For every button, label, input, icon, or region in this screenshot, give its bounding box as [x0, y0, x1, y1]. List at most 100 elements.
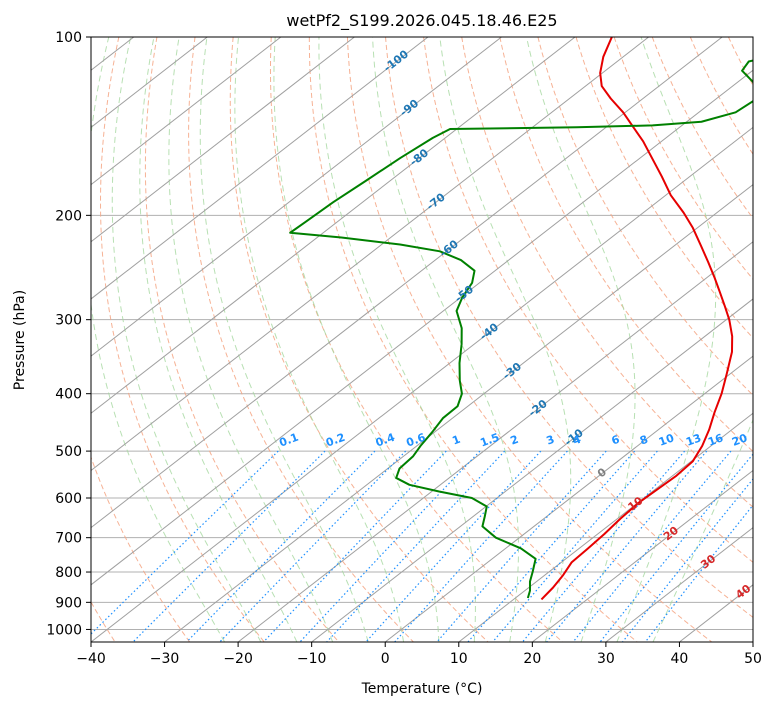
y-tick-label-800: 800 [55, 565, 82, 581]
y-tick-label-100: 100 [55, 30, 82, 46]
mixing-ratio-line-0.6 [219, 450, 407, 642]
x-tick-label-40: 40 [671, 651, 689, 667]
isotherm--70 [91, 37, 649, 472]
moist-adiabat--20 [111, 37, 262, 642]
moist-adiabat-20 [439, 37, 572, 642]
dry-adiabat--20 [100, 37, 265, 642]
temperature-profile [540, 37, 734, 601]
dry-adiabat-10 [229, 37, 489, 642]
y-tick-label-500: 500 [55, 444, 82, 460]
isotherm-20 [532, 469, 753, 642]
y-tick-label-900: 900 [55, 595, 82, 611]
dry-adiabat-70 [461, 37, 753, 508]
isotherm--30 [164, 183, 753, 642]
isotherm--20 [237, 241, 753, 642]
x-tick-label--20: −20 [223, 651, 253, 667]
isotherm--100 [91, 37, 429, 300]
mixing-ratio-line-3 [365, 450, 542, 642]
isotherm--50 [91, 69, 753, 586]
mixing-ratio-line-0.2 [132, 450, 326, 642]
mixing-ratio-label-8: 8 [638, 433, 650, 448]
x-tick-label-30: 30 [597, 651, 615, 667]
mixing-ratio-line-13 [522, 450, 686, 642]
x-tick-label-0: 0 [381, 651, 390, 667]
axes: −40 −30 −20 −10 0 10 20 30 40 5010020030040050060… [46, 30, 762, 667]
mixing-ratio-line-1 [263, 450, 447, 642]
y-tick-label-300: 300 [55, 313, 82, 329]
moist-adiabat--10 [168, 37, 334, 642]
dry-adiabat-0 [188, 37, 414, 642]
mixing-ratio-label-1: 1 [450, 433, 462, 448]
plot-grid [91, 37, 753, 642]
mixing-ratio-label-0.2: 0.2 [324, 431, 347, 450]
x-tick-label--30: −30 [150, 651, 180, 667]
dry-adiabat-20 [269, 37, 563, 642]
mixing-ratio-label-13: 13 [684, 431, 703, 448]
isotherm-30 [605, 527, 753, 642]
plot-frame [90, 36, 754, 643]
x-tick-label--10: −10 [297, 651, 327, 667]
isotherm--120 [91, 37, 282, 186]
mixing-ratio-line-4 [394, 450, 568, 642]
x-tick-label-20: 20 [523, 651, 541, 667]
isotherm--60 [91, 37, 723, 529]
mixing-ratio-label-0.4: 0.4 [374, 431, 397, 450]
isotherm--110 [91, 37, 355, 243]
x-tick-label--40: −40 [76, 651, 106, 667]
dry-adiabat-100 [575, 37, 753, 339]
mixing-ratio-label-2: 2 [509, 433, 521, 448]
dry-adiabat-30 [308, 37, 638, 642]
mixing-ratio-label-16: 16 [706, 431, 725, 449]
dry-adiabat-130 [689, 37, 753, 156]
mixing-ratio-line-25 [599, 453, 753, 642]
moist-adiabat--25 [91, 37, 226, 642]
y-tick-label-200: 200 [55, 208, 82, 224]
dry-adiabat-60 [423, 37, 753, 563]
mixing-ratio-line-30 [622, 478, 753, 642]
x-tick-label-50: 50 [744, 651, 762, 667]
mixing-ratio-line-2 [326, 450, 506, 642]
moist-adiabat-15 [372, 37, 519, 642]
y-axis-label: Pressure (hPa) [12, 290, 28, 390]
dry-adiabat--10 [144, 37, 340, 642]
moist-adiabat--15 [139, 37, 298, 642]
isotherm-0 [384, 355, 753, 642]
mixing-ratio-line-0.4 [186, 450, 376, 642]
mixing-ratio-label-0.1: 0.1 [277, 431, 300, 450]
y-tick-label-600: 600 [55, 491, 82, 507]
mixing-ratio-label-10: 10 [657, 431, 676, 449]
plot-series [289, 37, 753, 601]
isotherm--80 [91, 37, 576, 414]
dewpoint-profile [289, 59, 753, 599]
x-axis-label: Temperature (°C) [361, 681, 483, 697]
mixing-ratio-label-6: 6 [610, 433, 622, 448]
y-tick-label-700: 700 [55, 531, 82, 547]
mixing-ratio-line-20 [572, 450, 732, 642]
mixing-ratio-line-16 [546, 450, 708, 642]
moist-adiabat-10 [318, 37, 476, 642]
mixing-ratio-line-10 [492, 450, 658, 642]
x-tick-label-10: 10 [450, 651, 468, 667]
moist-adiabat-0 [234, 37, 405, 642]
mixing-ratio-label-0.6: 0.6 [404, 431, 427, 450]
moist-adiabat-25 [526, 37, 636, 642]
isotherm-10 [458, 412, 753, 642]
isotherm--10 [311, 298, 753, 642]
isotherm--40 [91, 126, 753, 642]
moist-adiabat-35 [652, 418, 753, 642]
chart-title: wetPf2_S199.2026.045.18.46.E25 [286, 11, 557, 31]
y-tick-label-1000: 1000 [46, 622, 82, 638]
mixing-ratio-label-1.5: 1.5 [478, 431, 501, 450]
y-tick-label-400: 400 [55, 387, 82, 403]
isotherm--90 [91, 37, 502, 357]
moist-adiabat-5 [273, 37, 440, 642]
mixing-ratio-label-3: 3 [545, 433, 557, 448]
dry-adiabat-50 [385, 37, 753, 618]
mixing-ratio-label-20: 20 [730, 431, 749, 449]
mixing-ratio-line-36 [644, 504, 753, 642]
moist-adiabat-30 [616, 37, 717, 642]
dry-adiabat-80 [499, 37, 753, 453]
mixing-ratio-label-4: 4 [571, 433, 583, 448]
moist-adiabat--5 [199, 37, 369, 642]
